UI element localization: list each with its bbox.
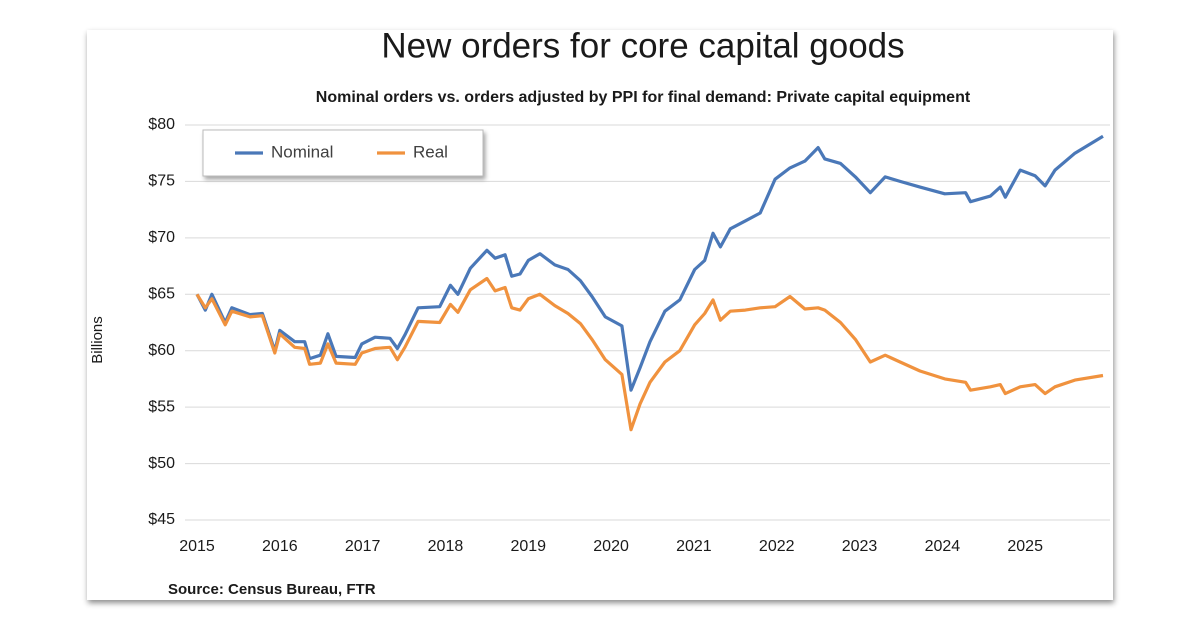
- series-line: [195, 276, 1104, 432]
- source-note: Source: Census Bureau, FTR: [168, 581, 376, 598]
- x-tick-label: 2022: [759, 538, 795, 555]
- x-tick-label: 2023: [842, 538, 878, 555]
- y-axis-label: Billions: [89, 316, 106, 364]
- y-tick-label: $55: [148, 398, 175, 415]
- x-tick-label: 2018: [428, 538, 464, 555]
- y-tick-label: $70: [148, 229, 175, 246]
- y-tick-label: $75: [148, 173, 175, 190]
- y-tick-label: $45: [148, 511, 175, 528]
- y-tick-label: $50: [148, 455, 175, 472]
- x-tick-label: 2020: [593, 538, 629, 555]
- chart-title: New orders for core capital goods: [381, 26, 904, 65]
- plot-area: $45 $50 $55 $60 $65 $70 $75 $80 2015 2016 2017 2018…: [148, 116, 1110, 555]
- x-tick-label: 2021: [676, 538, 712, 555]
- legend-label: Nominal: [271, 142, 333, 161]
- x-tick-label: 2024: [925, 538, 961, 555]
- legend-label: Real: [413, 142, 448, 161]
- x-tick-label: 2025: [1007, 538, 1043, 555]
- y-tick-label: $65: [148, 286, 175, 303]
- chart-subtitle: Nominal orders vs. orders adjusted by PP…: [316, 89, 971, 106]
- y-tick-label: $80: [148, 116, 175, 133]
- x-tick-label: 2017: [345, 538, 381, 555]
- legend: Nominal Real: [202, 129, 484, 177]
- y-tick-label: $60: [148, 342, 175, 359]
- x-tick-label: 2019: [510, 538, 546, 555]
- x-tick-label: 2015: [179, 538, 215, 555]
- series-line: [195, 134, 1104, 392]
- x-tick-label: 2016: [262, 538, 298, 555]
